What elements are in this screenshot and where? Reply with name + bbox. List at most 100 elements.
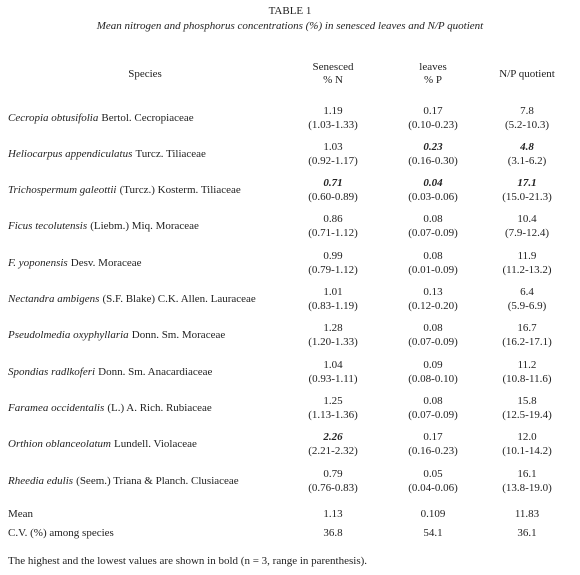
range-cell: (15.0-21.3): [502, 191, 552, 203]
species-authority: Turcz. Tiliaceae: [135, 148, 206, 160]
value-cell: 11.9: [517, 250, 537, 262]
species-name: Faramea occidentalis: [8, 402, 105, 414]
range-cell: (5.9-6.9): [507, 300, 547, 312]
range-cell: (0.83-1.19): [308, 300, 358, 312]
value-cell: 0.09: [423, 359, 443, 371]
range-cell: (2.21-2.32): [308, 445, 358, 457]
range-cell: (0.07-0.09): [408, 336, 458, 348]
species-name: Orthion oblanceolatum: [8, 438, 111, 450]
range-cell: (1.20-1.33): [308, 336, 358, 348]
value-cell: 0.08: [423, 322, 443, 334]
value-cell: 0.05: [423, 468, 443, 480]
value-cell: 1.04: [323, 359, 343, 371]
value-cell: 6.4: [520, 286, 534, 298]
range-cell: (0.71-1.12): [308, 227, 358, 239]
range-cell: (0.79-1.12): [308, 264, 358, 276]
species-authority: (Turcz.) Kosterm. Tiliaceae: [119, 184, 241, 196]
species-cell: Trichospermum galeottii (Turcz.) Kosterm.…: [8, 184, 241, 197]
species-name: Trichospermum galeottii: [8, 184, 117, 196]
species-cell: Orthion oblanceolatum Lundell. Violaceae: [8, 438, 197, 451]
range-cell: (0.60-0.89): [308, 191, 358, 203]
column-header: Species: [128, 68, 162, 80]
value-cell: 1.28: [323, 322, 343, 334]
value-cell: 10.4: [517, 213, 537, 225]
species-cell: Pseudolmedia oxyphyllaria Donn. Sm. Morac…: [8, 329, 225, 342]
range-cell: (0.10-0.23): [408, 119, 458, 131]
summary-value: 0.109: [420, 508, 446, 520]
species-authority: (Liebm.) Miq. Moraceae: [90, 220, 199, 232]
range-cell: (0.07-0.09): [408, 227, 458, 239]
range-cell: (0.12-0.20): [408, 300, 458, 312]
species-name: Rheedia edulis: [8, 475, 74, 487]
species-cell: Rheedia edulis (Seem.) Triana & Planch. C…: [8, 475, 239, 488]
range-cell: (0.76-0.83): [308, 482, 358, 494]
species-cell: Heliocarpus appendiculatus Turcz. Tiliace…: [8, 148, 206, 161]
species-name: Nectandra ambigens: [8, 293, 100, 305]
value-cell: 4.8: [520, 141, 534, 153]
value-cell: 0.08: [423, 213, 443, 225]
range-cell: (0.16-0.30): [408, 155, 458, 167]
species-name: Pseudolmedia oxyphyllaria: [8, 329, 129, 341]
column-header: % N: [323, 74, 343, 86]
species-name: Heliocarpus appendiculatus: [8, 148, 133, 160]
value-cell: 0.23: [423, 141, 443, 153]
range-cell: (10.8-11.6): [502, 373, 552, 385]
value-cell: 0.17: [423, 431, 443, 443]
species-name: Cecropia obtusifolia: [8, 112, 99, 124]
range-cell: (16.2-17.1): [502, 336, 552, 348]
value-cell: 1.25: [323, 395, 343, 407]
species-cell: F. yoponensis Desv. Moraceae: [8, 257, 142, 270]
range-cell: (12.5-19.4): [502, 409, 552, 421]
range-cell: (0.16-0.23): [408, 445, 458, 457]
range-cell: (0.92-1.17): [308, 155, 358, 167]
value-cell: 0.08: [423, 395, 443, 407]
range-cell: (7.9-12.4): [505, 227, 549, 239]
summary-value: 36.8: [323, 527, 343, 539]
value-cell: 0.13: [423, 286, 443, 298]
range-cell: (1.03-1.33): [308, 119, 358, 131]
value-cell: 7.8: [520, 105, 534, 117]
range-cell: (10.1-14.2): [502, 445, 552, 457]
value-cell: 0.79: [323, 468, 343, 480]
summary-value: 54.1: [423, 527, 443, 539]
species-cell: Cecropia obtusifolia Bertol. Cecropiaceae: [8, 112, 194, 125]
species-authority: Donn. Sm. Anacardiaceae: [98, 366, 213, 378]
value-cell: 17.1: [517, 177, 537, 189]
range-cell: (0.04-0.06): [408, 482, 458, 494]
species-authority: (Seem.) Triana & Planch. Clusiaceae: [76, 475, 239, 487]
value-cell: 16.1: [517, 468, 537, 480]
species-name: Ficus tecolutensis: [8, 220, 88, 232]
range-cell: (0.07-0.09): [408, 409, 458, 421]
column-header: N/P quotient: [499, 68, 555, 80]
range-cell: (5.2-10.3): [505, 119, 549, 131]
value-cell: 0.04: [423, 177, 443, 189]
range-cell: (11.2-13.2): [502, 264, 552, 276]
value-cell: 15.8: [517, 395, 537, 407]
value-cell: 0.99: [323, 250, 343, 262]
species-authority: Lundell. Violaceae: [114, 438, 197, 450]
species-authority: Donn. Sm. Moraceae: [131, 329, 226, 341]
value-cell: 0.71: [323, 177, 343, 189]
species-cell: Nectandra ambigens (S.F. Blake) C.K. Alle…: [8, 293, 256, 306]
species-cell: Faramea occidentalis (L.) A. Rich. Rubiac…: [8, 402, 212, 415]
range-cell: (3.1-6.2): [507, 155, 547, 167]
range-cell: (0.03-0.06): [408, 191, 458, 203]
value-cell: 1.19: [323, 105, 343, 117]
species-cell: Ficus tecolutensis (Liebm.) Miq. Moraceae: [8, 220, 199, 233]
value-cell: 11.2: [517, 359, 537, 371]
summary-value: 36.1: [517, 527, 537, 539]
value-cell: 12.0: [517, 431, 537, 443]
species-authority: (S.F. Blake) C.K. Allen. Lauraceae: [102, 293, 256, 305]
summary-label: Mean: [8, 508, 34, 520]
table-title: TABLE 1: [268, 5, 312, 17]
value-cell: 2.26: [323, 431, 343, 443]
range-cell: (0.93-1.11): [308, 373, 358, 385]
species-cell: Spondias radlkoferi Donn. Sm. Anacardiace…: [8, 366, 212, 379]
footnote: The highest and the lowest values are sh…: [8, 555, 368, 567]
value-cell: 0.08: [423, 250, 443, 262]
column-header: leaves: [419, 61, 447, 73]
column-header: Senesced: [312, 61, 354, 73]
column-header: % P: [423, 74, 443, 86]
range-cell: (1.13-1.36): [308, 409, 358, 421]
